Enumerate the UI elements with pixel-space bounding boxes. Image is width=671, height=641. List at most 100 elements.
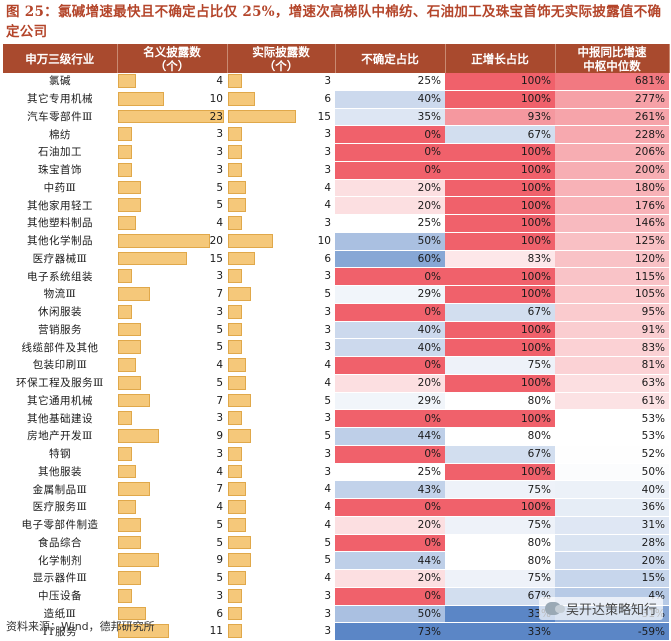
actual-count-bar bbox=[228, 606, 242, 621]
nominal-count-cell: 5 bbox=[117, 179, 227, 198]
actual-count-bar bbox=[228, 446, 242, 461]
median-growth: 15% bbox=[555, 569, 669, 588]
uncertain-ratio: 25% bbox=[335, 463, 445, 482]
nominal-count-value: 4 bbox=[216, 465, 223, 478]
nominal-count-bar bbox=[118, 375, 142, 390]
actual-count-bar bbox=[228, 162, 242, 177]
nominal-count-value: 4 bbox=[216, 75, 223, 87]
actual-count-cell: 6 bbox=[227, 90, 335, 109]
watermark: 吴开达策略知行 bbox=[538, 597, 663, 620]
uncertain-ratio: 0% bbox=[335, 587, 445, 606]
nominal-count-cell: 5 bbox=[117, 516, 227, 535]
median-growth: 53% bbox=[555, 409, 669, 428]
uncertain-ratio: 44% bbox=[335, 427, 445, 446]
actual-count-cell: 5 bbox=[227, 534, 335, 553]
actual-count-cell: 3 bbox=[227, 214, 335, 233]
nominal-count-value: 3 bbox=[216, 589, 223, 602]
nominal-count-value: 9 bbox=[216, 430, 223, 442]
table-row: 其他基础建设 3 3 0% 100% 53% bbox=[3, 409, 669, 428]
uncertain-ratio: 0% bbox=[335, 143, 445, 162]
nominal-count-value: 3 bbox=[216, 128, 223, 141]
nominal-count-cell: 3 bbox=[117, 267, 227, 286]
industry-name: 金属制品Ⅲ bbox=[3, 480, 117, 499]
actual-count-value: 5 bbox=[324, 536, 331, 549]
nominal-count-cell: 9 bbox=[117, 551, 227, 570]
uncertain-ratio: 40% bbox=[335, 321, 445, 340]
positive-ratio: 75% bbox=[445, 356, 555, 375]
actual-count-cell: 3 bbox=[227, 303, 335, 322]
nominal-count-cell: 3 bbox=[117, 587, 227, 606]
actual-count-value: 3 bbox=[324, 607, 331, 620]
table-row: 其他化学制品 20 10 50% 100% 125% bbox=[3, 232, 669, 251]
actual-count-value: 4 bbox=[324, 199, 331, 212]
actual-count-cell: 3 bbox=[227, 445, 335, 464]
actual-count-cell: 4 bbox=[227, 480, 335, 499]
median-growth: 83% bbox=[555, 338, 669, 357]
positive-ratio: 75% bbox=[445, 516, 555, 535]
actual-count-cell: 4 bbox=[227, 569, 335, 588]
industry-name: 中药Ⅲ bbox=[3, 179, 117, 198]
positive-ratio: 75% bbox=[445, 480, 555, 499]
actual-count-cell: 3 bbox=[227, 321, 335, 340]
median-growth: 105% bbox=[555, 285, 669, 304]
nominal-count-cell: 4 bbox=[117, 356, 227, 375]
uncertain-ratio: 50% bbox=[335, 605, 445, 624]
nominal-count-value: 9 bbox=[216, 554, 223, 567]
nominal-count-value: 4 bbox=[216, 501, 223, 513]
nominal-count-value: 3 bbox=[216, 270, 223, 283]
figure-title: 图 25：氯碱增速最快且不确定占比仅 25%，增速次高梯队中棉纺、石油加工及珠宝… bbox=[6, 4, 662, 40]
nominal-count-bar bbox=[118, 322, 142, 337]
nominal-count-bar bbox=[118, 606, 146, 621]
col-nominal: 名义披露数 （个） bbox=[117, 44, 228, 73]
table-row: 其他服装 4 3 25% 100% 50% bbox=[3, 463, 669, 482]
nominal-count-cell: 15 bbox=[117, 250, 227, 269]
uncertain-ratio: 29% bbox=[335, 285, 445, 304]
uncertain-ratio: 0% bbox=[335, 534, 445, 553]
nominal-count-bar bbox=[118, 304, 132, 319]
nominal-count-value: 15 bbox=[209, 252, 223, 265]
actual-count-value: 4 bbox=[324, 572, 331, 584]
actual-count-value: 6 bbox=[324, 92, 331, 105]
nominal-count-cell: 6 bbox=[117, 605, 227, 624]
nominal-count-cell: 4 bbox=[117, 73, 227, 91]
industry-name: 其它专用机械 bbox=[3, 90, 117, 109]
nominal-count-value: 3 bbox=[216, 163, 223, 176]
actual-count-bar bbox=[228, 180, 247, 195]
uncertain-ratio: 0% bbox=[335, 445, 445, 464]
actual-count-value: 3 bbox=[324, 163, 331, 176]
nominal-count-bar bbox=[118, 269, 132, 283]
industry-name: 特钢 bbox=[3, 445, 117, 464]
actual-count-bar bbox=[228, 91, 256, 106]
actual-count-value: 4 bbox=[324, 501, 331, 513]
actual-count-bar bbox=[228, 429, 251, 443]
nominal-count-cell: 5 bbox=[117, 374, 227, 393]
nominal-count-cell: 4 bbox=[117, 463, 227, 482]
actual-count-value: 3 bbox=[324, 341, 331, 354]
median-growth: 50% bbox=[555, 463, 669, 482]
nominal-count-cell: 4 bbox=[117, 214, 227, 233]
actual-count-bar bbox=[228, 411, 242, 425]
median-growth: 206% bbox=[555, 143, 669, 162]
nominal-count-bar bbox=[118, 251, 188, 266]
actual-count-value: 5 bbox=[324, 554, 331, 567]
nominal-count-value: 3 bbox=[216, 412, 223, 425]
uncertain-ratio: 0% bbox=[335, 161, 445, 180]
nominal-count-bar bbox=[118, 517, 142, 532]
nominal-count-value: 10 bbox=[209, 92, 223, 105]
positive-ratio: 80% bbox=[445, 551, 555, 570]
actual-count-bar bbox=[228, 375, 247, 390]
uncertain-ratio: 0% bbox=[335, 303, 445, 322]
nominal-count-bar bbox=[118, 411, 132, 425]
industry-name: 房地产开发Ⅲ bbox=[3, 427, 117, 446]
industry-name: 其他塑料制品 bbox=[3, 214, 117, 233]
nominal-count-bar bbox=[118, 198, 142, 212]
industry-name: 其他化学制品 bbox=[3, 232, 117, 251]
actual-count-cell: 3 bbox=[227, 338, 335, 357]
positive-ratio: 100% bbox=[445, 338, 555, 357]
industry-name: 线缆部件及其他 bbox=[3, 338, 117, 357]
median-growth: 20% bbox=[555, 551, 669, 570]
table-row: 特钢 3 3 0% 67% 52% bbox=[3, 445, 669, 464]
positive-ratio: 100% bbox=[445, 90, 555, 109]
industry-name: 中压设备 bbox=[3, 587, 117, 606]
positive-ratio: 100% bbox=[445, 409, 555, 428]
